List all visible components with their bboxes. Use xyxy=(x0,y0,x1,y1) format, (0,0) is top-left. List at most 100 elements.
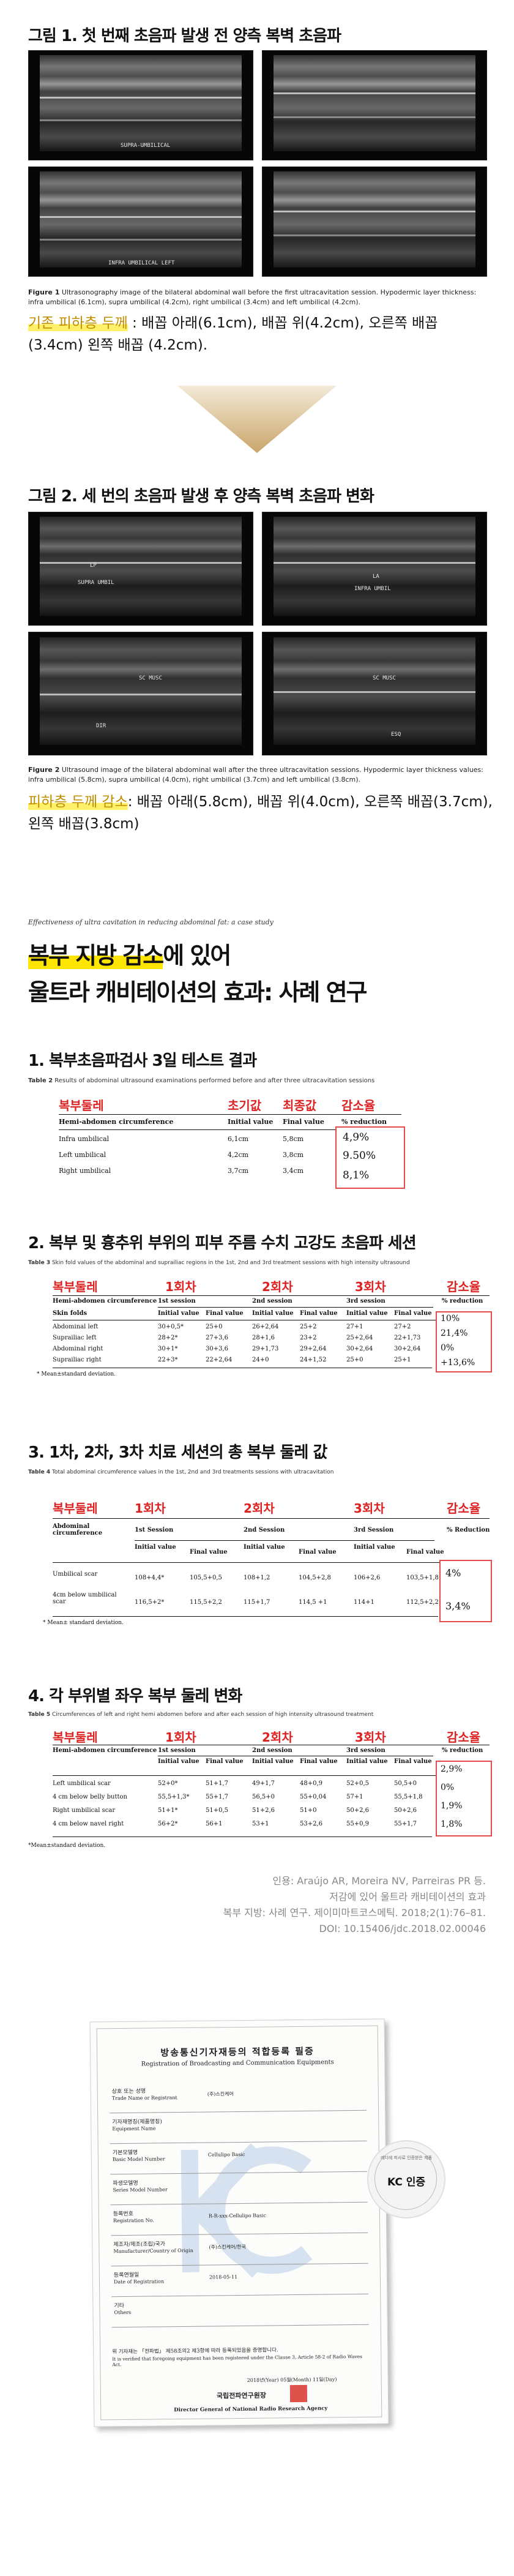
certificate-field-value: R-R-xxx-Cellulipo Basic xyxy=(208,2212,267,2219)
table-cell: 22+2,64 xyxy=(206,1357,233,1363)
certificate-date: 2018년(Year) 05월(Month) 11일(Day) xyxy=(247,2376,337,2383)
table-header: 3rd session xyxy=(346,1298,386,1305)
summary-text: : 배꼽 아래(5.8cm), 배꼽 위(4.0cm), 오른쪽 배꼽(3.7c… xyxy=(28,794,493,832)
table-subheader: Initial value xyxy=(158,1758,199,1765)
certificate-field-label-en: Registration No. xyxy=(113,2217,154,2224)
table-cell: 56+2* xyxy=(158,1821,178,1827)
table-subheader: Final value xyxy=(206,1758,244,1765)
reduction-value: 9.50% xyxy=(343,1150,376,1162)
table-cell: 55+1,7 xyxy=(206,1794,229,1800)
certificate-field-label-kr: 상호 또는 성명 xyxy=(111,2088,146,2095)
table-footnote: * Mean± standard deviation. xyxy=(43,1620,124,1626)
table-cell: 56+1 xyxy=(206,1821,223,1827)
caption-label: Table 4 xyxy=(28,1469,51,1475)
col-label: 복부둘레 xyxy=(53,1501,98,1516)
table-cell: 22+1,73 xyxy=(394,1335,421,1341)
col-label: 복부둘레 xyxy=(53,1730,98,1745)
table-cell: 30+2,64 xyxy=(394,1346,421,1352)
table4-section-title: 4. 각 부위별 좌우 복부 둘레 변화 xyxy=(28,1687,242,1705)
certificate-field-value: (주)스킨케어/한국 xyxy=(209,2244,246,2250)
table1-caption: Table 2 Results of abdominal ultrasound … xyxy=(28,1077,374,1084)
table-cell: 114,5 +1 xyxy=(299,1599,327,1606)
table-cell: 52+0* xyxy=(158,1780,178,1787)
table-header: Abdominal circumference xyxy=(53,1523,103,1537)
caption-text: Results of abdominal ultrasound examinat… xyxy=(54,1077,375,1084)
certificate-field-label-en: Date of Registration xyxy=(113,2278,165,2285)
table-subheader: Final value xyxy=(300,1758,338,1765)
table-cell: 24+1,52 xyxy=(300,1357,327,1363)
caption-label: Table 5 xyxy=(28,1712,51,1718)
table-cell: 48+0,9 xyxy=(300,1780,323,1787)
table-cell: 51+1,7 xyxy=(206,1780,229,1787)
reduction-highlight-box xyxy=(335,1126,405,1189)
reduction-highlight-box xyxy=(436,1311,492,1372)
table-cell: 53+2,6 xyxy=(300,1821,323,1827)
col-label: 감소율 xyxy=(447,1730,481,1745)
citation: 인용: Araújo AR, Moreira NV, Parreiras PR … xyxy=(223,1873,486,1937)
caption-label: Figure 1 xyxy=(28,288,60,296)
reduction-value: 4,9% xyxy=(343,1131,370,1144)
table-cell: Left umbilical scar xyxy=(53,1780,111,1787)
table-header: 1st session xyxy=(158,1747,196,1754)
col-label: 감소율 xyxy=(447,1279,481,1294)
table-header: % reduction xyxy=(442,1747,483,1754)
table-header: % reduction xyxy=(442,1298,483,1305)
col-label: 감소율 xyxy=(447,1501,481,1516)
table-header: 3rd session xyxy=(346,1747,386,1754)
table-cell: 6,1cm xyxy=(228,1135,249,1143)
table-cell: 57+1 xyxy=(346,1794,363,1800)
table-header: Final value xyxy=(283,1118,324,1126)
table-subheader: Initial value xyxy=(346,1310,388,1317)
table-header: 2nd session xyxy=(252,1747,292,1754)
kc-badge-ring-text: 레디에 피사로 인증받은 제품 xyxy=(381,2155,432,2160)
citation-line: 저감에 있어 울트라 캐비테이션의 효과 xyxy=(329,1891,486,1903)
table2-section-title: 2. 복부 및 흉추위 부위의 피부 주름 수치 고강도 초음파 세션 xyxy=(28,1234,417,1252)
table-cell: Right umbilical scar xyxy=(53,1807,116,1814)
table-subheader: Initial value xyxy=(252,1310,294,1317)
table-header: 3rd Session xyxy=(354,1527,394,1533)
caption-text: Ultrasonography image of the bilateral a… xyxy=(28,288,477,306)
reduction-value: 1,9% xyxy=(441,1801,463,1811)
table-subheader: Initial value xyxy=(244,1544,285,1551)
table-cell: 106+2,6 xyxy=(354,1574,381,1581)
ultrasound-image-3: INFRA UMBILICAL LEFT xyxy=(28,167,253,277)
table4-caption: Table 5 Circumferences of left and right… xyxy=(28,1712,373,1718)
table-subheader: Final value xyxy=(206,1310,244,1317)
certificate-field-label-kr: 기자재명칭(제품명칭) xyxy=(112,2119,162,2126)
table-cell: 25+0 xyxy=(346,1357,363,1363)
reduction-value: 3,4% xyxy=(445,1600,471,1612)
study-headline-line2: 울트라 캐비테이션의 효과: 사례 연구 xyxy=(28,979,368,1006)
reduction-highlight-box xyxy=(436,1761,492,1837)
ultrasound-image-6: LA INFRA UMBIL xyxy=(262,512,487,626)
table-cell: 28+2* xyxy=(158,1335,178,1341)
table-header: 1st Session xyxy=(135,1527,174,1533)
reduction-value: 4% xyxy=(445,1567,461,1579)
table-footnote: * Mean±standard deviation. xyxy=(37,1371,116,1377)
table-cell: 50+2,6 xyxy=(346,1807,370,1814)
ultrasound-label: SUPRA UMBIL xyxy=(78,580,114,586)
table-cell: 105,5+0,5 xyxy=(190,1574,222,1581)
table-subheader: Initial value xyxy=(354,1544,395,1551)
table-cell: 51+2,6 xyxy=(252,1807,275,1814)
table-cell: 56,5+0 xyxy=(252,1794,275,1800)
table-cell: 30+2,64 xyxy=(346,1346,373,1352)
figure2-caption: Figure 2 Ultrasound image of the bilater… xyxy=(28,765,493,785)
col-label: 2회차 xyxy=(262,1279,293,1294)
col-label: 감소율 xyxy=(341,1098,376,1113)
summary-text: : 배꼽 아래(6.1cm), 배꼽 위(4.2cm), 오른쪽 배꼽 (3.4… xyxy=(28,315,438,353)
certificate-field-label-kr: 기본모델명 xyxy=(112,2149,138,2157)
table-cell: 30+3,6 xyxy=(206,1346,229,1352)
table-cell: 115,5+2,2 xyxy=(190,1599,222,1606)
certificate-field-label-en: Series Model Number xyxy=(113,2187,168,2193)
table-cell: Suprailiac left xyxy=(53,1335,97,1341)
table-cell: 29+2,64 xyxy=(300,1346,327,1352)
table-subheader: Initial value xyxy=(158,1310,199,1317)
figure2-summary: 피하층 두께 감소: 배꼽 아래(5.8cm), 배꼽 위(4.0cm), 오른… xyxy=(28,791,493,835)
table-cell: Left umbilical xyxy=(59,1151,106,1159)
study-subtitle: Effectiveness of ultra cavitation in red… xyxy=(28,918,274,926)
ultrasound-image-5: LP SUPRA UMBIL xyxy=(28,512,253,626)
citation-line: 인용: Araújo AR, Moreira NV, Parreiras PR … xyxy=(272,1875,486,1887)
figure1-title: 그림 1. 첫 번째 초음파 발생 전 양측 복벽 초음파 xyxy=(28,27,341,45)
table-cell: 22+3* xyxy=(158,1357,178,1363)
table-subheader: Final value xyxy=(190,1549,228,1556)
